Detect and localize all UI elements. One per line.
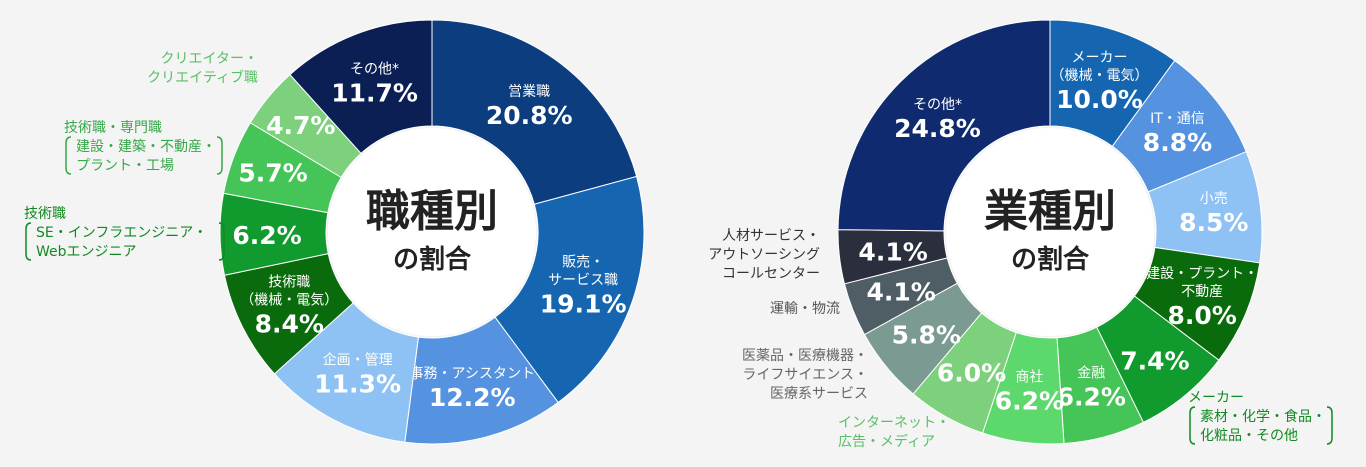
callout-bracket-left: [65, 136, 72, 175]
slice-callout-label: メーカー: [1188, 390, 1244, 406]
slice-value-label: 7.4%: [1120, 346, 1189, 375]
slice-value-label: 4.1%: [866, 278, 935, 307]
slice-callout-label: 技術職: [24, 206, 66, 222]
slice-callout-label: コールセンター: [722, 266, 820, 282]
callout-bracket-right: [1326, 406, 1333, 445]
slice-category-label: 建設・プラント・: [1146, 266, 1258, 282]
slice-value-label: 8.4%: [255, 309, 324, 338]
slice-category-label: メーカー: [1071, 50, 1127, 66]
slice-value-label: 11.7%: [331, 79, 418, 108]
chart-title: 業種別: [984, 186, 1116, 237]
slice-callout-label: Webエンジニア: [36, 244, 137, 260]
slice-callout-label: 化粧品・その他: [1200, 428, 1298, 444]
slice: [431, 19, 638, 205]
slice-callout-label: 技術職・専門職: [64, 120, 162, 136]
slice-value-label: 6.2%: [1057, 383, 1126, 412]
chart-title: 職種別: [366, 186, 498, 237]
slice-category-label: 販売・: [562, 254, 604, 270]
slice-category-label: （機械・電気）: [240, 292, 338, 308]
slice-value-label: 19.1%: [540, 289, 627, 318]
slice-callout-label: 医療系サービス: [770, 385, 868, 402]
slice-category-label: その他*: [913, 97, 962, 113]
slice: [837, 19, 1051, 232]
callout-bracket-left: [1189, 406, 1196, 445]
slice-callout-label: ライフサイエンス・: [742, 367, 868, 383]
slice-value-label: 6.2%: [995, 387, 1064, 416]
slice-callout-label: 建設・建築・不動産・: [76, 139, 216, 155]
chart-subtitle: の割合: [393, 244, 472, 275]
slice-value-label: 5.7%: [238, 159, 307, 188]
slice-value-label: 24.8%: [894, 114, 981, 143]
slice-callout-label: クリエイティブ職: [147, 69, 258, 86]
slice-callout-label: 医薬品・医療機器・: [742, 347, 868, 364]
slice-category-label: サービス職: [548, 272, 618, 288]
slice-value-label: 10.0%: [1056, 85, 1143, 114]
slice-callout-label: プラント・工場: [76, 158, 174, 174]
slice-value-label: 8.0%: [1167, 301, 1236, 330]
donut-center: [946, 128, 1154, 336]
slice-category-label: （機械・電気）: [1050, 68, 1148, 84]
slice: [494, 175, 645, 404]
slice-category-label: 不動産: [1181, 284, 1223, 300]
slice-value-label: 8.5%: [1179, 208, 1248, 237]
slice: [289, 19, 433, 155]
slice-value-label: 5.8%: [892, 320, 961, 349]
slice-category-label: その他*: [350, 62, 399, 78]
chart-subtitle: の割合: [1011, 244, 1090, 275]
slice-value-label: 6.2%: [232, 221, 301, 250]
slice-category-label: 事務・アシスタント: [410, 366, 535, 382]
donut-center: [328, 128, 536, 336]
slice-callout-label: アウトソーシング: [708, 247, 820, 263]
slice-callout-label: クリエイター・: [161, 51, 258, 67]
slice-callout-label: SE・インフラエンジニア・: [36, 225, 207, 241]
slice-category-label: 小売: [1200, 191, 1228, 207]
slice-callout-label: 広告・メディア: [838, 433, 935, 450]
slice-category-label: 企画・管理: [323, 352, 393, 369]
slice-value-label: 11.3%: [314, 370, 401, 399]
slice-callout-label: 運輸・物流: [770, 301, 840, 317]
slice-callout-label: 素材・化学・食品・: [1200, 408, 1326, 425]
slice-category-label: 技術職: [268, 274, 310, 290]
slice-category-label: IT・通信: [1150, 111, 1205, 127]
industry-donut-chart: メーカー （機械・電気）10.0% IT・通信8.8% 小売8.5% 建設・プラント・不…: [708, 19, 1333, 450]
slice-callout-label: インターネット・: [838, 415, 950, 431]
slice-category-label: 営業職: [508, 84, 550, 100]
slice-value-label: 6.0%: [937, 358, 1006, 387]
slice-value-label: 8.8%: [1143, 128, 1212, 157]
callout-bracket-right: [218, 222, 225, 261]
slice-category-label: 金融: [1077, 366, 1105, 382]
slice-value-label: 12.2%: [429, 383, 516, 412]
callout-bracket-left: [25, 222, 32, 261]
slice-value-label: 4.1%: [858, 238, 927, 267]
callout-bracket-right: [216, 136, 223, 175]
slice-value-label: 4.7%: [266, 111, 335, 140]
slice-callout-label: 人材サービス・: [722, 228, 820, 244]
slice-category-label: 商社: [1015, 370, 1043, 386]
slice-value-label: 20.8%: [486, 101, 573, 130]
